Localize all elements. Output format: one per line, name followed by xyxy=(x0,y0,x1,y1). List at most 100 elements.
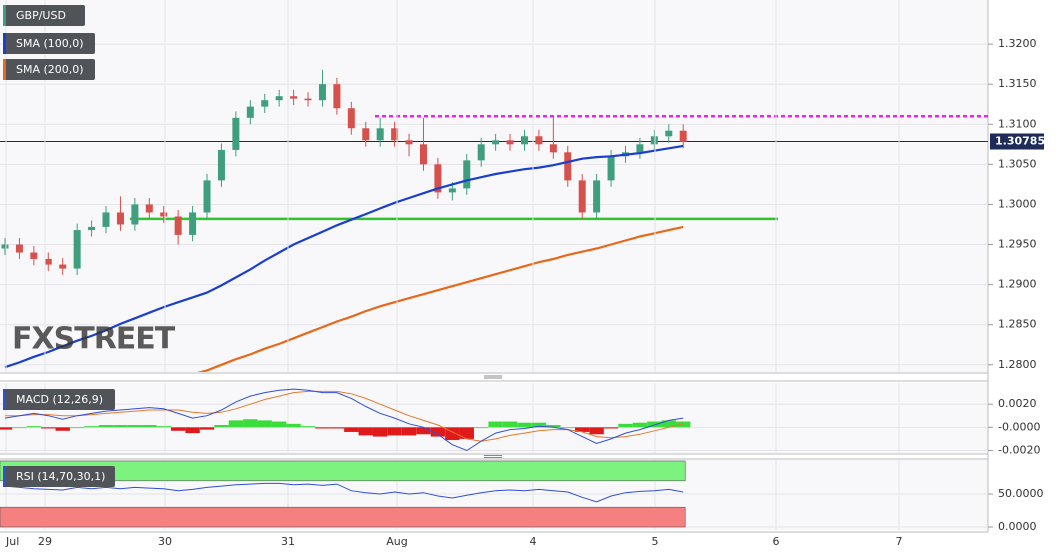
histogram-bar xyxy=(560,427,575,429)
histogram-bar xyxy=(676,421,691,428)
last-price-label: 1.30785 xyxy=(995,135,1045,148)
histogram-bar xyxy=(26,426,42,428)
histogram-bar xyxy=(300,426,316,428)
histogram-bar xyxy=(41,427,56,429)
y-tick-label: -0.0020 xyxy=(998,443,1040,456)
x-tick-label: 30 xyxy=(158,535,172,548)
legend-box xyxy=(3,33,95,54)
candle-body xyxy=(145,204,153,213)
histogram-bar xyxy=(228,420,244,428)
candle-body xyxy=(549,144,557,153)
rsi-plot xyxy=(0,460,988,528)
candle-body xyxy=(290,96,298,99)
candle-body xyxy=(535,136,543,145)
histogram-bar xyxy=(661,420,676,428)
macd-panel xyxy=(0,383,988,453)
histogram-bar xyxy=(84,426,99,428)
candle-body xyxy=(174,216,182,235)
candle-body xyxy=(665,130,673,137)
histogram-bar xyxy=(142,425,157,428)
legend-swatch xyxy=(3,5,6,26)
candle-body xyxy=(650,136,658,145)
legend-label: SMA (200,0) xyxy=(16,63,84,76)
candle-body xyxy=(88,226,96,231)
candle-body xyxy=(275,96,283,101)
candle-body xyxy=(679,130,687,142)
y-tick-label: 1.2900 xyxy=(998,278,1037,291)
candle-body xyxy=(607,156,615,181)
rsi-line xyxy=(4,482,684,503)
x-tick-label: Jul xyxy=(5,535,19,548)
candle-body xyxy=(564,152,572,181)
histogram-bar xyxy=(257,420,272,428)
y-tick-label: 0.0020 xyxy=(998,397,1037,410)
histogram-bar xyxy=(546,425,561,428)
candle-body xyxy=(419,144,427,165)
legend-box xyxy=(3,59,95,80)
histogram-bar xyxy=(69,427,85,429)
legend-box xyxy=(3,5,85,26)
x-tick-label: 31 xyxy=(281,535,295,548)
candle-body xyxy=(376,128,384,141)
histogram-bar xyxy=(214,425,229,428)
candle-body xyxy=(318,84,326,101)
x-tick-label: Aug xyxy=(386,535,407,548)
candle-body xyxy=(477,144,485,161)
candle-body xyxy=(492,140,500,145)
sma-line xyxy=(197,225,684,372)
x-tick-label: 29 xyxy=(38,535,52,548)
candle-body xyxy=(1,244,9,249)
candle-body xyxy=(189,212,197,235)
y-tick-label: 1.2800 xyxy=(998,358,1037,371)
histogram-bar xyxy=(575,427,590,432)
candle-body xyxy=(347,108,355,129)
y-tick-label: 1.3000 xyxy=(998,197,1037,210)
candle-body xyxy=(506,140,514,145)
histogram-bar xyxy=(488,421,503,428)
x-tick-label: 5 xyxy=(652,535,659,548)
histogram-bar xyxy=(271,421,287,428)
candle-body xyxy=(217,149,225,181)
candle-body xyxy=(362,128,370,141)
candle-body xyxy=(232,117,240,150)
y-tick-label: 1.3050 xyxy=(998,157,1037,170)
y-tick-label: 1.2850 xyxy=(998,318,1037,331)
legend-swatch xyxy=(3,466,6,487)
histogram-bar xyxy=(315,427,330,429)
y-tick-label: 1.2950 xyxy=(998,238,1037,251)
y-tick-label: 1.3150 xyxy=(998,77,1037,90)
histogram-bar xyxy=(603,427,619,429)
last-price-box xyxy=(990,133,1044,150)
candle-body xyxy=(304,98,312,101)
candle-body xyxy=(434,164,442,193)
candle-body xyxy=(246,106,254,118)
candle-body xyxy=(102,212,110,227)
x-tick-label: 7 xyxy=(896,535,903,548)
histogram-bar xyxy=(473,427,489,429)
macd-plot xyxy=(0,388,988,452)
candle-body xyxy=(405,140,413,145)
candle-body xyxy=(131,204,139,225)
histogram-bar xyxy=(243,419,258,428)
x-tick-label: 6 xyxy=(773,535,780,548)
histogram-bar xyxy=(401,427,417,436)
legend-label: RSI (14,70,30,1) xyxy=(16,470,105,483)
candle-body xyxy=(44,258,52,265)
y-tick-label: 1.3200 xyxy=(998,37,1037,50)
histogram-bar xyxy=(647,421,662,428)
signal-line xyxy=(5,390,684,442)
histogram-bar xyxy=(156,426,171,428)
histogram-bar xyxy=(185,427,200,434)
price-panel xyxy=(0,0,988,372)
candle-body xyxy=(463,160,471,189)
candle-body xyxy=(30,252,38,259)
legend-box xyxy=(3,466,115,487)
histogram-bar xyxy=(199,427,215,430)
overbought-zone xyxy=(0,460,686,482)
histogram-bar xyxy=(0,427,13,430)
candle-body xyxy=(448,188,456,193)
y-tick-label: 50.0000 xyxy=(998,487,1044,500)
plot-layer: 1.2800 1.2850 1.2900 1.2950 1.3000 1.3050 1.31… xyxy=(0,0,1045,548)
histogram-bar xyxy=(632,422,648,428)
